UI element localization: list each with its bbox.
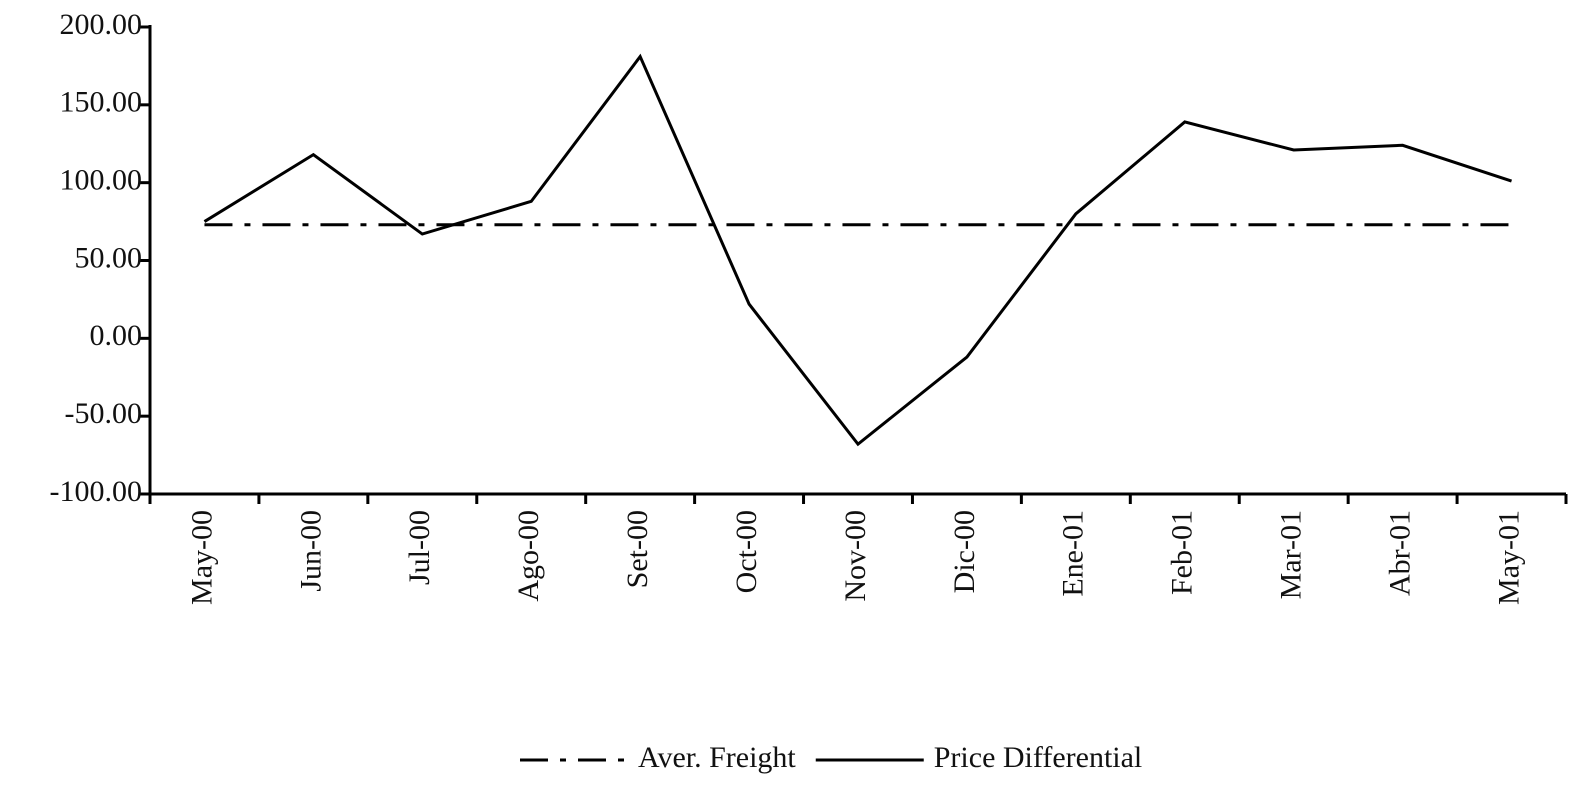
x-tick-label: Jul-00	[403, 510, 436, 585]
y-tick-label: 100.00	[60, 164, 143, 197]
y-tick-label: 0.00	[90, 319, 143, 352]
x-tick-label: Nov-00	[839, 510, 872, 602]
legend-label: Aver. Freight	[638, 741, 796, 774]
x-tick-label: May-01	[1492, 510, 1525, 605]
x-tick-label: Set-00	[621, 510, 654, 588]
y-tick-label: 150.00	[60, 86, 143, 119]
x-tick-label: Ago-00	[512, 510, 545, 602]
x-tick-label: Abr-01	[1384, 510, 1417, 596]
x-tick-label: Feb-01	[1166, 510, 1199, 595]
legend-label: Price Differential	[934, 741, 1143, 774]
x-tick-label: May-00	[185, 510, 218, 605]
x-tick-label: Oct-00	[730, 510, 763, 593]
series-line	[203, 53, 1513, 447]
x-tick-label: Jun-00	[294, 510, 327, 592]
y-tick-label: 200.00	[60, 8, 143, 41]
x-tick-label: Mar-01	[1275, 510, 1308, 599]
y-tick-label: -100.00	[50, 475, 143, 508]
y-tick-label: -50.00	[65, 397, 143, 430]
x-tick-label: Dic-00	[948, 510, 981, 593]
x-tick-label: Ene-01	[1057, 510, 1090, 597]
y-tick-label: 50.00	[75, 241, 143, 274]
